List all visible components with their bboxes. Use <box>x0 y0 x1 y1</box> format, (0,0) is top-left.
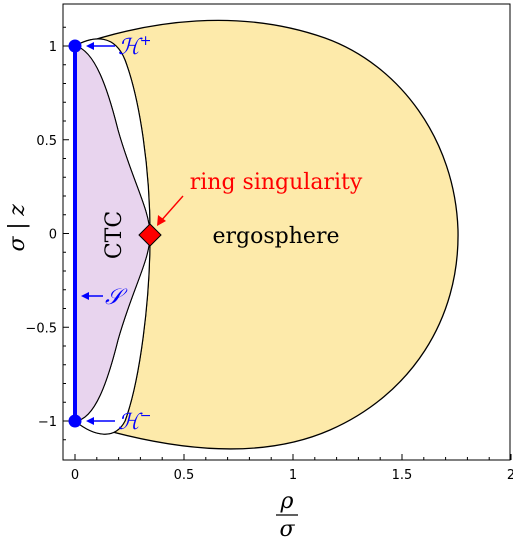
horizon-plus-point <box>68 39 82 53</box>
x-tick-label: 0.5 <box>174 468 195 483</box>
y-axis-ticks: 1 0.5 0 −0.5 −1 <box>25 26 69 441</box>
y-axis-label: σ | z <box>5 204 30 252</box>
ring-singularity-marker <box>138 223 162 247</box>
ring-arrowhead <box>157 215 166 226</box>
x-axis-label: ρ σ <box>276 489 298 542</box>
y-tick-label: −0.5 <box>25 321 57 336</box>
ring-arrow <box>159 195 184 223</box>
segment-arrowhead <box>81 292 89 300</box>
x-axis-label-sigma: σ <box>279 517 295 542</box>
ergosphere-label: ergosphere <box>213 224 340 249</box>
horizon-plus-arrowhead <box>86 42 94 50</box>
y-axis-label-z: z <box>5 204 30 217</box>
ring-singularity-label: ring singularity <box>190 170 363 195</box>
y-tick-label: 1 <box>49 40 57 55</box>
y-tick-label: 0.5 <box>36 134 57 149</box>
y-tick-label: −1 <box>38 415 57 430</box>
x-tick-label: 1 <box>289 468 297 483</box>
horizon-minus-arrowhead <box>86 417 94 425</box>
x-tick-label: 0 <box>71 468 79 483</box>
horizon-minus-point <box>68 414 82 428</box>
x-axis-label-rho: ρ <box>280 489 294 514</box>
ctc-label: CTC <box>102 211 127 259</box>
x-tick-label: 1.5 <box>392 468 413 483</box>
x-tick-label: 2 <box>507 468 513 483</box>
y-axis-label-sigma: σ <box>5 236 30 252</box>
y-tick-label: 0 <box>49 228 57 243</box>
horizon-plus-label: ℋ+ <box>118 33 151 60</box>
x-axis-ticks: 0 0.5 1 1.5 2 <box>71 454 513 483</box>
y-axis-label-bar: | <box>5 222 30 229</box>
horizon-minus-label: ℋ− <box>118 408 151 435</box>
